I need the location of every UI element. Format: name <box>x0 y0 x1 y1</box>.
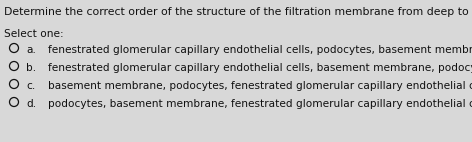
Text: Determine the correct order of the structure of the filtration membrane from dee: Determine the correct order of the struc… <box>4 7 472 17</box>
Text: fenestrated glomerular capillary endothelial cells, podocytes, basement membrane: fenestrated glomerular capillary endothe… <box>48 45 472 55</box>
Text: podocytes, basement membrane, fenestrated glomerular capillary endothelial cells: podocytes, basement membrane, fenestrate… <box>48 99 472 109</box>
Text: Select one:: Select one: <box>4 29 64 39</box>
Text: basement membrane, podocytes, fenestrated glomerular capillary endothelial cells: basement membrane, podocytes, fenestrate… <box>48 81 472 91</box>
Text: c.: c. <box>26 81 35 91</box>
Text: fenestrated glomerular capillary endothelial cells, basement membrane, podocytes: fenestrated glomerular capillary endothe… <box>48 63 472 73</box>
Text: b.: b. <box>26 63 36 73</box>
Text: a.: a. <box>26 45 36 55</box>
Text: d.: d. <box>26 99 36 109</box>
